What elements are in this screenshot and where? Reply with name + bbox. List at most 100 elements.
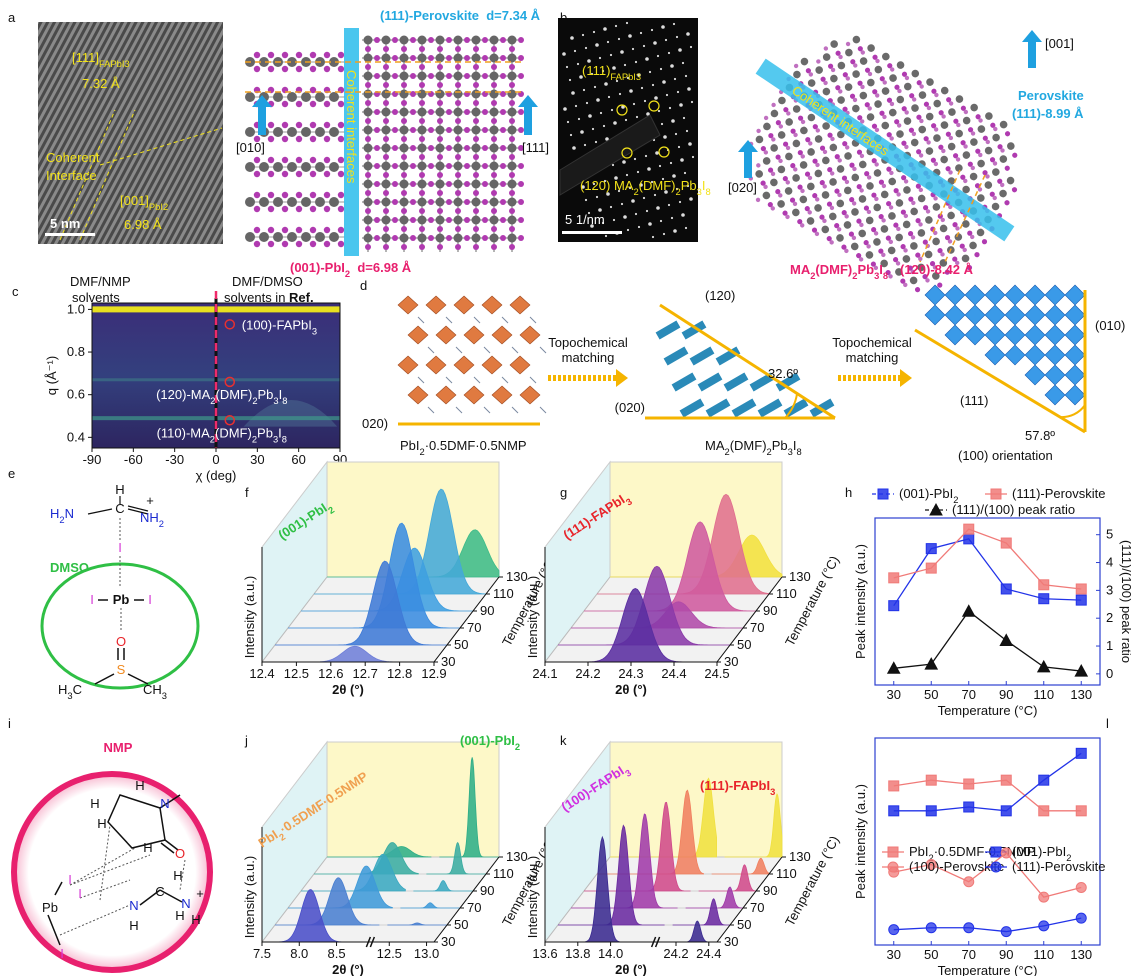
octahedron bbox=[509, 295, 531, 315]
data-point bbox=[1038, 774, 1050, 786]
atom-i bbox=[849, 93, 856, 99]
diffraction-spot bbox=[599, 111, 603, 115]
atom-pb bbox=[471, 71, 481, 81]
atom-pb bbox=[807, 79, 816, 87]
atom-i bbox=[428, 163, 434, 169]
atom-i bbox=[853, 63, 858, 68]
atom-label: NMP bbox=[104, 740, 133, 755]
diffraction-spot bbox=[691, 155, 695, 159]
x-tick-label: 7.5 bbox=[253, 946, 271, 961]
atom-i bbox=[941, 114, 946, 119]
atom-pb bbox=[910, 242, 918, 250]
atom-i bbox=[482, 163, 488, 169]
atom-i bbox=[253, 240, 261, 248]
peak-label: 3 bbox=[273, 434, 278, 444]
diffraction-spot bbox=[688, 142, 692, 146]
atom-i bbox=[374, 73, 380, 79]
plane-line bbox=[919, 169, 961, 263]
atom-pb bbox=[417, 35, 427, 45]
phase-label: 2 bbox=[326, 505, 336, 516]
atom-i bbox=[966, 265, 973, 271]
atom-pb bbox=[273, 232, 283, 242]
diffraction-spot bbox=[634, 60, 638, 64]
atom-pb bbox=[471, 125, 481, 135]
x-tick-label: 8.0 bbox=[290, 946, 308, 961]
header: DMF/DMSO bbox=[232, 274, 303, 289]
lattice-label: FAPbI3 bbox=[99, 59, 130, 69]
atom-i bbox=[410, 235, 416, 241]
atom-pb bbox=[814, 169, 823, 178]
atom-i bbox=[915, 218, 921, 224]
atom-i bbox=[756, 128, 761, 134]
y-axis-label: Intensity (a.u.) bbox=[525, 576, 540, 658]
atom-i bbox=[878, 179, 885, 185]
legend-label: 2 bbox=[929, 853, 934, 863]
atom-label: O bbox=[116, 634, 126, 649]
atom-label: I bbox=[148, 592, 152, 607]
phase-label: 3 bbox=[770, 787, 775, 797]
atom-pb bbox=[287, 127, 297, 137]
lattice-spacing: 7.32 Å bbox=[82, 76, 120, 91]
atom-i bbox=[509, 64, 515, 70]
atom-i bbox=[922, 239, 928, 245]
data-point bbox=[1038, 805, 1050, 817]
atom-pb bbox=[329, 127, 339, 137]
series-line bbox=[893, 538, 1082, 607]
atom-pb bbox=[874, 100, 882, 108]
atom-pb bbox=[453, 35, 463, 45]
data-point bbox=[999, 633, 1014, 646]
diffraction-spot bbox=[684, 74, 688, 78]
atom-i bbox=[918, 187, 924, 193]
diffraction-spot bbox=[582, 88, 586, 92]
atom-pb bbox=[507, 71, 517, 81]
atom-i bbox=[852, 166, 857, 172]
atom-pb bbox=[777, 165, 786, 174]
diffraction-spot bbox=[689, 197, 693, 201]
spot-label: (120) MA2(DMF)2Pb3I8 bbox=[580, 178, 711, 197]
atom-pb bbox=[917, 263, 925, 272]
atom-i bbox=[1011, 187, 1018, 193]
peak-label: 2 bbox=[210, 434, 215, 444]
atom-pb bbox=[792, 174, 800, 182]
data-point bbox=[961, 604, 976, 617]
z-tick-label: 30 bbox=[441, 934, 455, 949]
x-tick-label: 24.2 bbox=[663, 946, 688, 961]
atom-i bbox=[842, 141, 848, 147]
atom-i bbox=[770, 171, 776, 177]
atom-i bbox=[948, 101, 954, 106]
atom-i bbox=[309, 240, 317, 248]
atom-pb bbox=[315, 162, 325, 172]
x-tick-label: 70 bbox=[962, 687, 976, 702]
reaction-arrow bbox=[616, 369, 628, 387]
octahedron bbox=[1064, 364, 1086, 386]
octahedron bbox=[944, 324, 966, 346]
diffraction-spot bbox=[668, 106, 672, 110]
diffraction-spot bbox=[664, 38, 668, 42]
atom-pb bbox=[363, 89, 373, 99]
octahedron bbox=[1044, 364, 1066, 386]
series-line bbox=[893, 917, 1082, 933]
atom-pb bbox=[896, 61, 905, 69]
atom-pb bbox=[287, 197, 297, 207]
atom-pb bbox=[329, 232, 339, 242]
spot-marker bbox=[616, 104, 628, 116]
diffraction-spot bbox=[690, 100, 694, 104]
atom-i bbox=[267, 240, 275, 248]
atom-pb bbox=[932, 237, 940, 246]
data-point bbox=[925, 922, 937, 934]
atom-i bbox=[875, 93, 880, 98]
diffraction-spot bbox=[644, 154, 648, 158]
atom-pb bbox=[895, 268, 903, 276]
diffraction-spot bbox=[625, 21, 629, 25]
molecule bbox=[427, 406, 435, 414]
atom-i bbox=[962, 247, 967, 253]
diffraction-spot bbox=[631, 199, 635, 203]
diffraction-spot bbox=[673, 77, 677, 81]
z-tick-label: 90 bbox=[763, 603, 777, 618]
atom-i bbox=[323, 65, 331, 73]
atom-i bbox=[1004, 131, 1011, 137]
molecule bbox=[539, 346, 547, 354]
diffraction-spot bbox=[624, 118, 628, 122]
atom-i bbox=[309, 191, 317, 199]
atom-i bbox=[800, 188, 805, 194]
